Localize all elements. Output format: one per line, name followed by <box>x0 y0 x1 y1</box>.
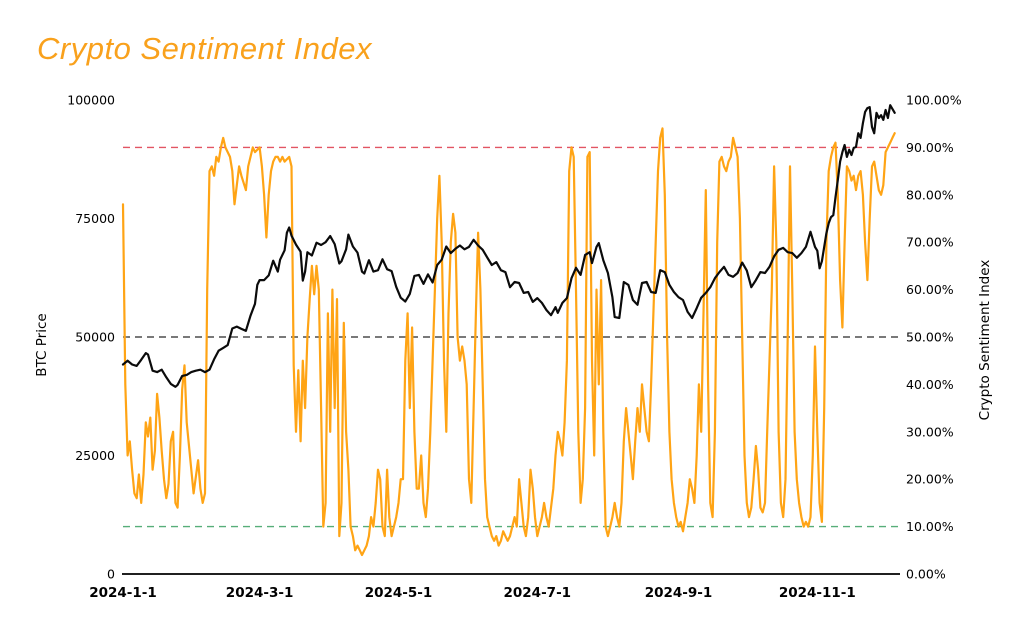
right-axis-tick-label: 10.00% <box>906 519 954 534</box>
btc-price-line <box>121 104 896 388</box>
x-axis-tick-label: 2024-7-1 <box>504 585 572 601</box>
left-axis-tick-label: 100000 <box>67 93 115 108</box>
right-axis-tick-label: 50.00% <box>906 330 954 345</box>
left-axis-tick-label: 25000 <box>75 448 115 463</box>
left-axis-tick-label: 75000 <box>75 211 115 226</box>
x-axis-tick-label: 2024-11-1 <box>779 585 856 601</box>
left-axis-tick-label: 50000 <box>75 330 115 345</box>
series-layer <box>121 104 896 557</box>
right-axis-tick-label: 80.00% <box>906 187 954 202</box>
right-axis-tick-label: 60.00% <box>906 282 954 297</box>
right-axis-tick-label: 0.00% <box>906 567 946 582</box>
x-axis-tick-label: 2024-9-1 <box>645 585 713 601</box>
right-axis-tick-label: 100.00% <box>906 93 962 108</box>
x-axis-tick-label: 2024-5-1 <box>365 585 433 601</box>
chart-title: Crypto Sentiment Index <box>37 31 372 66</box>
right-axis-tick-label: 30.00% <box>906 424 954 439</box>
left-axis-tick-label: 0 <box>107 567 115 582</box>
right-axis-tick-label: 90.00% <box>906 140 954 155</box>
right-axis-tick-label: 20.00% <box>906 472 954 487</box>
x-axis-tick-label: 2024-3-1 <box>226 585 294 601</box>
right-axis-title: Crypto Sentiment Index <box>977 260 993 421</box>
left-axis-title: BTC Price <box>34 313 50 376</box>
right-axis-tick-label: 70.00% <box>906 235 954 250</box>
reference-lines-layer <box>123 146 900 528</box>
x-axis-tick-label: 2024-1-1 <box>89 585 157 601</box>
right-axis-tick-label: 40.00% <box>906 377 954 392</box>
sentiment-line <box>121 127 896 557</box>
axes-layer: 0 25000 50000 75000 100000 0.00% 10.00% 20.00% 3… <box>67 93 961 602</box>
